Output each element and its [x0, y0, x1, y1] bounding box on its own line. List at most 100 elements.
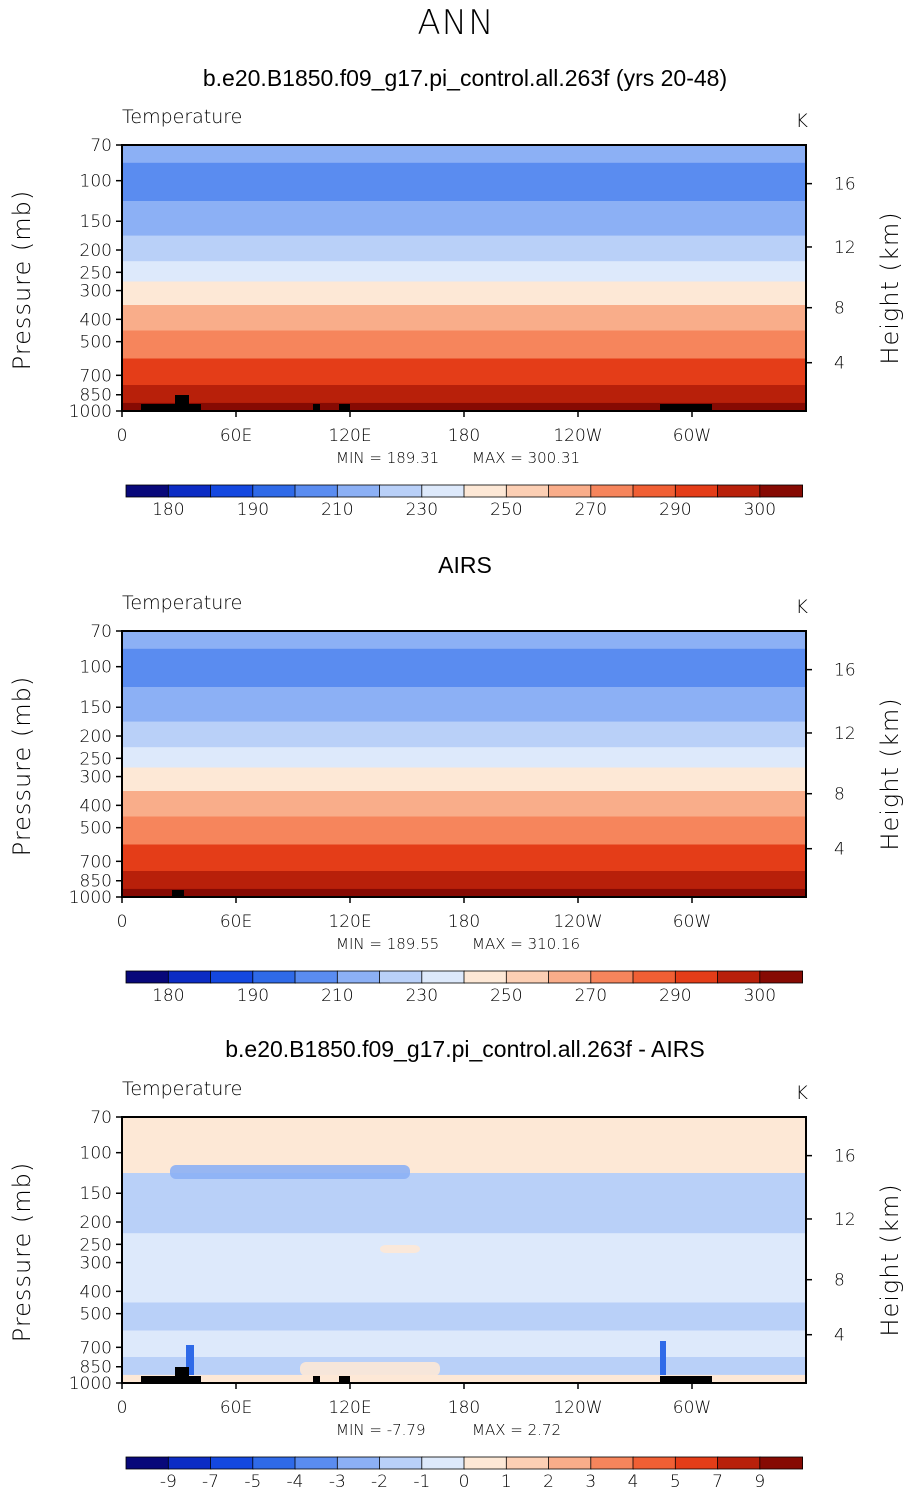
y-tick-label: 300: [80, 768, 112, 788]
x-tick-label: 0: [117, 426, 128, 446]
panel-title: b.e20.B1850.f09_g17.pi_control.all.263f …: [203, 65, 727, 91]
colorbar-swatch: [632, 484, 677, 498]
contour-region: [560, 1257, 650, 1297]
y-tick-label: 850: [80, 872, 112, 892]
x-tick-label: 60E: [220, 426, 252, 446]
colorbar-label: -3: [329, 1472, 346, 1492]
y-right-tick-label: 16: [834, 661, 856, 681]
colorbar-swatch: [632, 970, 677, 984]
colorbar-label: 2: [543, 1472, 554, 1492]
panel-title: b.e20.B1850.f09_g17.pi_control.all.263f …: [225, 1036, 705, 1062]
y-tick-label: 70: [90, 1108, 112, 1128]
y-tick-label: 700: [80, 366, 112, 386]
colorbar-swatch: [421, 484, 465, 498]
level-band: [122, 261, 806, 283]
x-tick-label: 120W: [553, 426, 602, 446]
level-band: [122, 631, 806, 650]
colorbar-label: 230: [406, 986, 438, 1006]
colorbar-label: -1: [413, 1472, 430, 1492]
x-tick-label: 0: [117, 1398, 128, 1418]
level-band: [122, 1302, 806, 1332]
level-band: [122, 767, 806, 792]
colorbar-swatch: [210, 1456, 254, 1470]
y-tick-label: 70: [90, 622, 112, 642]
colorbar-label: 4: [628, 1472, 639, 1492]
colorbar-swatch: [463, 1456, 508, 1470]
colorbar-swatch: [548, 1456, 592, 1470]
min-label: MIN = 189.55: [336, 935, 439, 953]
colorbar-swatch: [717, 970, 761, 984]
colorbar-label: 300: [744, 500, 776, 520]
level-band: [122, 330, 806, 360]
colorbar-swatch: [336, 484, 381, 498]
y-axis-title: Pressure (mb): [8, 190, 36, 370]
colorbar-swatch: [125, 484, 170, 498]
colorbar-label: 9: [754, 1472, 765, 1492]
y-tick-label: 400: [80, 1282, 112, 1302]
colorbar-swatch: [294, 484, 339, 498]
y-right-tick-label: 4: [834, 840, 845, 860]
contour-region: [540, 1145, 800, 1155]
topography-mask: [339, 1376, 350, 1383]
x-tick-label: 120E: [328, 426, 371, 446]
colorbar-swatch: [336, 970, 381, 984]
colorbar-swatch: [590, 484, 634, 498]
x-tick-label: 180: [448, 912, 480, 932]
colorbar-label: -9: [160, 1472, 177, 1492]
colorbar-swatch: [125, 1456, 170, 1470]
level-band: [122, 888, 806, 898]
colorbar-swatch: [463, 970, 508, 984]
colorbar-label: 230: [406, 500, 438, 520]
panel-title: AIRS: [438, 552, 492, 578]
colorbar-label: 270: [575, 986, 607, 1006]
y-tick-label: 200: [80, 1213, 112, 1233]
colorbar-swatch: [590, 1456, 634, 1470]
y-right-tick-label: 12: [834, 238, 856, 258]
colorbar-label: -4: [287, 1472, 304, 1492]
panels: b.e20.B1850.f09_g17.pi_control.all.263f …: [8, 65, 904, 1492]
level-band: [122, 844, 806, 872]
y-right-axis-title: Height (km): [876, 697, 904, 850]
y-tick-label: 100: [80, 1144, 112, 1164]
y-tick-label: 100: [80, 658, 112, 678]
colorbar-label: 5: [670, 1472, 681, 1492]
level-band: [122, 791, 806, 818]
colorbar-label: 250: [490, 500, 522, 520]
colorbar-swatch: [505, 1456, 550, 1470]
colorbar-label: 180: [152, 500, 184, 520]
colorbar-swatch: [167, 484, 212, 498]
y-tick-label: 500: [80, 819, 112, 839]
y-right-tick-label: 12: [834, 1210, 856, 1230]
y-axis-title: Pressure (mb): [8, 676, 36, 856]
contour-region: [170, 1165, 410, 1179]
min-label: MIN = 189.31: [336, 449, 439, 467]
topography-mask: [141, 404, 201, 411]
colorbar-swatch: [294, 1456, 339, 1470]
y-right-tick-label: 4: [834, 1326, 845, 1346]
max-label: MAX = 2.72: [472, 1421, 561, 1439]
level-band: [122, 402, 806, 412]
colorbar-swatch: [717, 1456, 761, 1470]
level-band: [122, 721, 806, 748]
colorbar-swatch: [252, 970, 297, 984]
colorbar-swatch: [125, 970, 170, 984]
y-right-tick-label: 8: [834, 1271, 845, 1291]
colorbar-label: 210: [321, 500, 353, 520]
x-tick-label: 60W: [673, 1398, 711, 1418]
level-band: [122, 1207, 806, 1234]
units-label: K: [796, 596, 809, 618]
topography-mask: [660, 1376, 712, 1383]
panel-1: b.e20.B1850.f09_g17.pi_control.all.263f …: [8, 65, 904, 520]
y-tick-label: 250: [80, 263, 112, 283]
topography-mask: [141, 1376, 201, 1383]
panel-3: b.e20.B1850.f09_g17.pi_control.all.263f …: [8, 1036, 904, 1492]
colorbar-swatch: [674, 1456, 719, 1470]
colorbar-swatch: [294, 970, 339, 984]
contour-region: [660, 1341, 666, 1375]
y-tick-label: 1000: [69, 1374, 112, 1394]
y-tick-label: 700: [80, 1338, 112, 1358]
colorbar-swatch: [674, 484, 719, 498]
colorbar-swatch: [717, 484, 761, 498]
colorbar-swatch: [759, 970, 803, 984]
x-tick-label: 0: [117, 912, 128, 932]
